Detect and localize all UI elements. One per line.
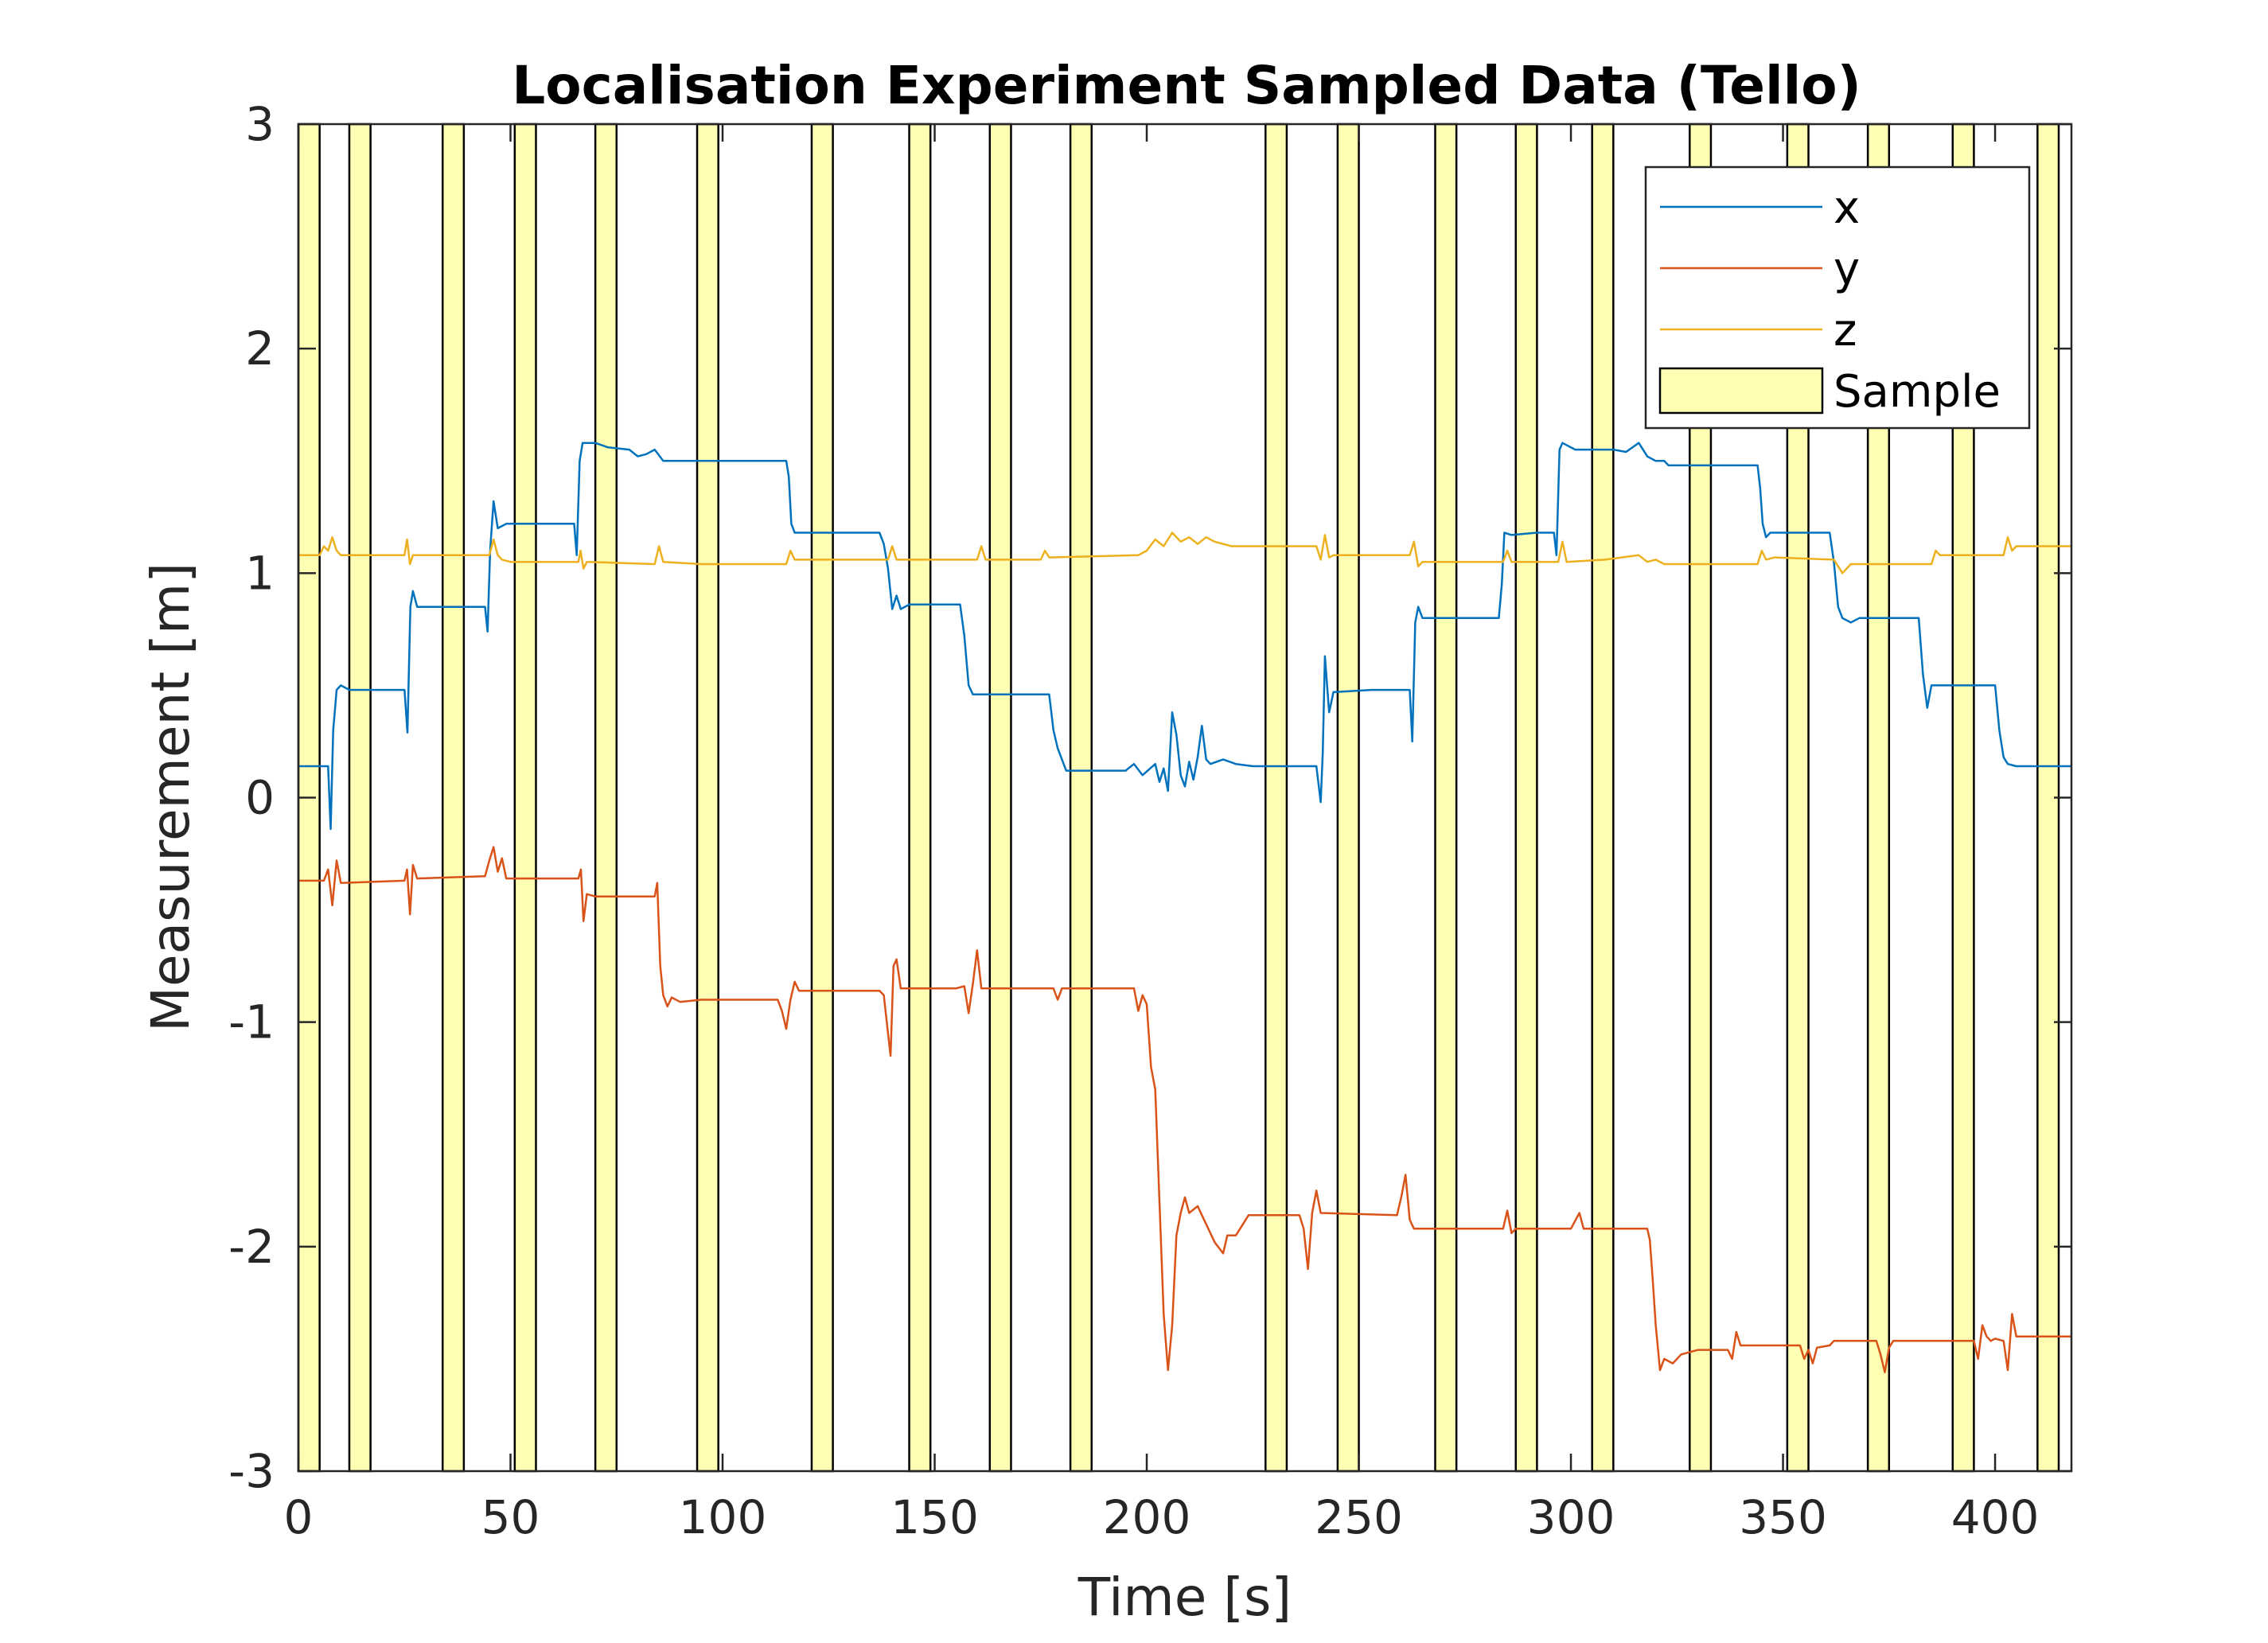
- sample-bar: [988, 123, 1012, 1473]
- sample-bar: [810, 123, 834, 1473]
- sample-bar: [1514, 123, 1538, 1473]
- sample-bar: [696, 123, 719, 1473]
- legend: xyz Sample: [1644, 165, 2031, 430]
- x-tick-label: 0: [284, 1490, 314, 1544]
- sample-bar: [908, 123, 932, 1473]
- x-tick-label: 250: [1315, 1490, 1403, 1544]
- series-lines: [298, 442, 2071, 1374]
- sample-bar: [1265, 123, 1288, 1473]
- y-tick-label: 3: [245, 97, 275, 151]
- sample-bar: [594, 123, 618, 1473]
- sample-bar: [441, 123, 466, 1473]
- legend-swatch-sample: [1658, 367, 1824, 415]
- x-tick-label: 50: [481, 1490, 540, 1544]
- y-tick-label: 0: [245, 771, 275, 825]
- y-tick-label: 2: [245, 321, 275, 376]
- y-axis-label: Measurement [m]: [140, 563, 201, 1032]
- x-tick-label: 400: [1951, 1490, 2040, 1544]
- sample-bar: [348, 123, 372, 1473]
- chart-title: Localisation Experiment Sampled Data (Te…: [512, 55, 1861, 116]
- plot-frame: [297, 123, 2073, 1473]
- sample-bar: [513, 123, 537, 1473]
- x-tick-label: 200: [1103, 1490, 1191, 1544]
- legend-label: z: [1833, 305, 1857, 356]
- legend-label: Sample: [1833, 366, 2001, 418]
- x-tick-label: 100: [679, 1490, 767, 1544]
- legend-label: y: [1833, 243, 1860, 295]
- x-tick-label: 150: [890, 1490, 979, 1544]
- x-tick-label: 350: [1739, 1490, 1827, 1544]
- sample-bar: [1591, 123, 1615, 1473]
- sample-bar: [1069, 123, 1093, 1473]
- sample-bar: [1434, 123, 1458, 1473]
- series-line-x: [298, 442, 2071, 831]
- x-axis-label: Time [s]: [1077, 1567, 1292, 1628]
- legend-label: x: [1833, 182, 1860, 234]
- y-tick-label: -3: [228, 1444, 275, 1498]
- axis-ticks: 0 50 100 150 200 250 300 350 400 -3 -2 -1 0 1 2 3: [228, 97, 2071, 1544]
- series-line-z: [298, 531, 2071, 574]
- y-tick-label: 1: [245, 546, 275, 600]
- sample-bar: [1336, 123, 1360, 1473]
- x-tick-label: 300: [1527, 1490, 1615, 1544]
- y-tick-label: -2: [228, 1220, 275, 1274]
- series-line-y: [298, 846, 2071, 1374]
- y-tick-label: -1: [228, 995, 275, 1049]
